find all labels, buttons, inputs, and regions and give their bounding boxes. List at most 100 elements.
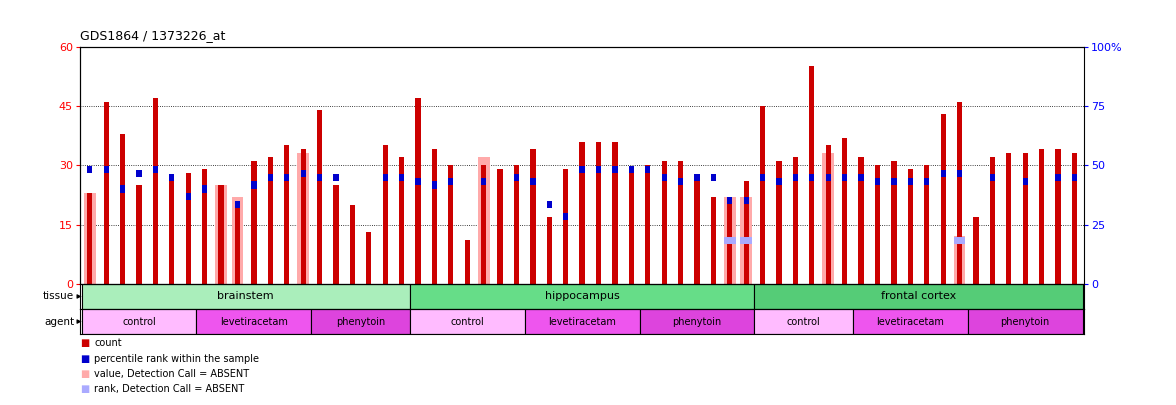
Bar [724,237,736,244]
Bar [842,174,848,181]
Bar [793,157,799,284]
Bar [366,232,372,284]
Bar [1055,149,1061,284]
Bar [793,174,799,181]
Bar [448,165,454,284]
Bar [755,284,1083,309]
Bar [826,174,831,181]
Bar [580,141,584,284]
Bar [809,66,815,284]
Bar [169,174,174,181]
Bar [186,173,191,284]
Text: brainstem: brainstem [218,292,274,301]
Bar [415,98,421,284]
Bar [727,197,733,284]
Bar [316,174,322,181]
Bar [301,149,306,284]
Bar [448,177,454,185]
Bar [83,193,95,284]
Bar [252,161,256,284]
Bar [202,185,207,192]
Bar [662,174,667,181]
Bar [974,217,978,284]
Bar [232,197,243,284]
Text: control: control [787,317,821,326]
Bar [613,166,617,173]
Bar [477,157,489,284]
Bar [646,165,650,284]
Bar [1007,153,1011,284]
Bar [710,197,716,284]
Bar [409,284,755,309]
Bar [87,193,93,284]
Text: phenytoin: phenytoin [1001,317,1050,326]
Bar [465,241,470,284]
Bar [235,201,240,284]
Bar [169,177,174,284]
Text: ■: ■ [80,338,89,348]
Bar [514,174,519,181]
Bar [312,309,409,334]
Bar [316,110,322,284]
Bar [481,165,487,284]
Bar [186,193,191,200]
Bar [990,174,995,181]
Bar [530,177,535,185]
Bar [514,165,519,284]
Bar [640,309,755,334]
Text: hippocampus: hippocampus [544,292,620,301]
Bar [741,197,753,284]
Bar [646,166,650,173]
Bar [382,145,388,284]
Bar [875,177,880,185]
Bar [285,145,289,284]
Bar [136,185,141,284]
Bar [858,174,863,181]
Bar [822,153,834,284]
Bar [694,177,700,284]
Bar [954,237,965,284]
Bar [1071,174,1077,181]
Bar [809,174,815,181]
Bar [826,145,831,284]
Bar [743,181,749,284]
Bar [891,161,896,284]
Bar [103,166,109,173]
Bar [954,237,965,244]
Bar [741,237,753,244]
Bar [497,169,502,284]
Bar [908,177,913,185]
Bar [81,284,409,309]
Bar [120,185,126,192]
Bar [710,174,716,181]
Text: rank, Detection Call = ABSENT: rank, Detection Call = ABSENT [94,384,245,394]
Bar [760,174,766,181]
Bar [298,153,309,284]
Bar [596,141,601,284]
Bar [1071,153,1077,284]
Text: frontal cortex: frontal cortex [881,292,956,301]
Bar [196,309,312,334]
Bar [301,170,306,177]
Bar [853,309,968,334]
Bar [1038,149,1044,284]
Bar [776,177,782,185]
Bar [924,165,929,284]
Bar [662,161,667,284]
Bar [136,170,141,177]
Bar [399,174,405,181]
Bar [891,177,896,185]
Bar [1023,177,1028,185]
Bar [432,149,437,284]
Text: phenytoin: phenytoin [673,317,722,326]
Bar [153,98,158,284]
Bar [677,161,683,284]
Bar [103,102,109,284]
Bar [755,309,853,334]
Bar [399,157,405,284]
Bar [908,169,913,284]
Bar [120,134,126,284]
Bar [957,170,962,177]
Bar [202,169,207,284]
Bar [349,205,355,284]
